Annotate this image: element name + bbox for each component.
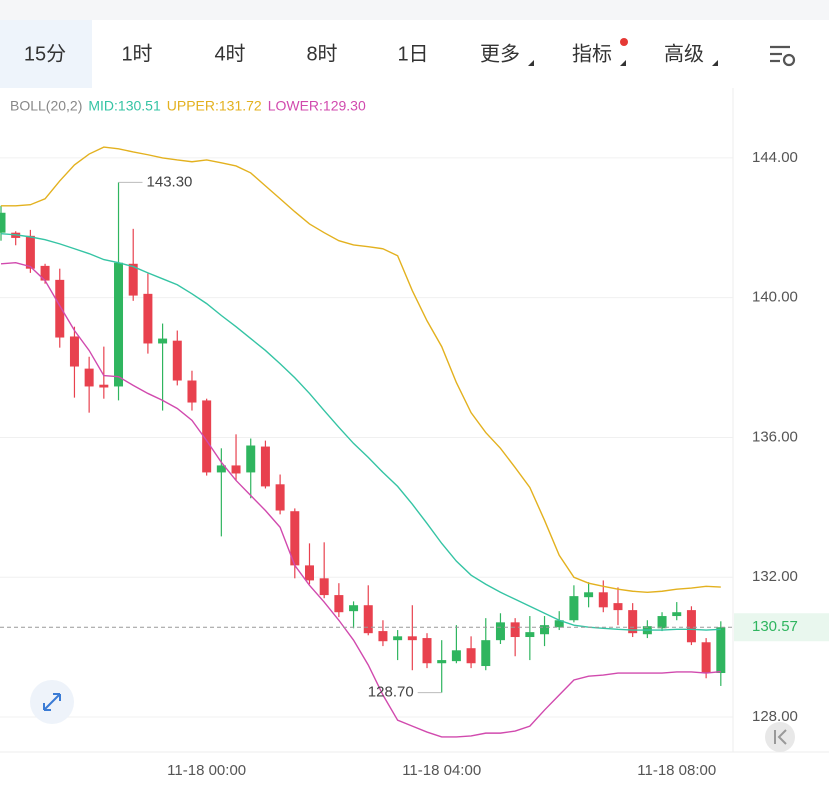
dropdown-arrow — [620, 60, 626, 66]
candle-body — [128, 263, 138, 296]
candle-body — [569, 596, 579, 621]
legend-entry: UPPER:131.72 — [167, 98, 262, 114]
tab[interactable]: 1时 — [121, 42, 152, 65]
candle-body — [334, 595, 344, 613]
legend-entry: MID:130.51 — [88, 98, 161, 114]
reset-button[interactable] — [765, 722, 795, 752]
settings-icon[interactable] — [770, 45, 796, 67]
candle-body — [495, 622, 505, 641]
candle-body — [657, 616, 667, 629]
y-tick-label: 136.00 — [752, 428, 798, 445]
top-strip — [0, 0, 829, 20]
dropdown-arrow — [712, 60, 718, 66]
tab[interactable]: 更多 — [480, 42, 520, 65]
legend-entry: LOWER:129.30 — [268, 98, 366, 114]
candle-body — [172, 340, 182, 381]
candle-body — [40, 265, 50, 281]
extreme-label: 128.70 — [368, 684, 414, 701]
candle-body — [202, 400, 212, 473]
dropdown-arrow — [528, 60, 534, 66]
y-tick-label: 144.00 — [752, 149, 798, 166]
last-price-label: 130.57 — [752, 618, 798, 635]
candle-body — [275, 484, 285, 511]
candle-body — [304, 565, 314, 581]
tab-bar: 15分 1时 4时 8时 1日 更多 指标 高级 — [24, 42, 704, 65]
candle-body — [393, 636, 403, 641]
candle-body — [451, 650, 461, 662]
candle-body — [481, 640, 491, 667]
candle-body — [349, 605, 359, 612]
candle-body — [628, 610, 638, 634]
x-tick-label: 11-18 00:00 — [167, 762, 246, 779]
candle-body — [363, 605, 373, 634]
extreme-label: 143.30 — [147, 173, 193, 190]
candle-body — [540, 625, 550, 635]
candle-body — [319, 578, 329, 596]
candle-body — [422, 638, 432, 664]
indicator-name: BOLL(20,2) — [10, 98, 82, 114]
candle-body — [260, 446, 270, 487]
candle-body — [510, 622, 520, 638]
candle-body — [378, 631, 388, 642]
x-tick-label: 11-18 04:00 — [402, 762, 481, 779]
tab[interactable]: 1日 — [397, 43, 428, 65]
candle-body — [158, 338, 168, 344]
tab[interactable]: 4时 — [214, 42, 245, 65]
candle-body — [525, 632, 535, 638]
active-tab-bg — [0, 20, 92, 88]
boll-line — [0, 233, 721, 631]
boll-line — [1, 146, 721, 593]
x-tick-label: 11-18 08:00 — [637, 762, 716, 779]
candle-body — [0, 212, 6, 233]
y-tick-label: 128.00 — [752, 708, 798, 725]
candle-body — [25, 235, 35, 269]
candle-body — [143, 293, 153, 344]
tab[interactable]: 指标 — [572, 42, 612, 65]
plot — [0, 146, 733, 738]
candle-body — [216, 465, 226, 473]
badge-dot — [620, 38, 628, 46]
expand-button[interactable] — [30, 680, 74, 724]
candle-body — [407, 636, 417, 641]
tab[interactable]: 15分 — [24, 42, 66, 65]
candle-body — [84, 368, 94, 387]
candle-body — [672, 612, 682, 617]
boll-line — [0, 262, 721, 738]
candle-body — [187, 380, 197, 403]
candle-body — [437, 660, 447, 664]
candle-body — [231, 465, 241, 474]
candle-body — [246, 445, 256, 473]
candle-body — [114, 262, 124, 387]
candle-body — [554, 620, 564, 628]
y-tick-label: 132.00 — [752, 568, 798, 585]
candle-body — [99, 384, 109, 388]
y-tick-label: 140.00 — [752, 289, 798, 306]
candle-body — [716, 627, 726, 674]
candle-body — [290, 511, 300, 566]
candle-body — [466, 648, 476, 664]
tab[interactable]: 8时 — [306, 42, 337, 65]
candle-body — [598, 592, 608, 608]
candle-body — [686, 610, 696, 643]
candle-body — [55, 279, 65, 338]
candle-body — [584, 592, 594, 598]
candle-body — [69, 336, 79, 367]
tab[interactable]: 高级 — [664, 42, 704, 65]
last-price-box — [734, 613, 829, 642]
candle-body — [613, 603, 623, 611]
candle-body — [701, 642, 711, 674]
